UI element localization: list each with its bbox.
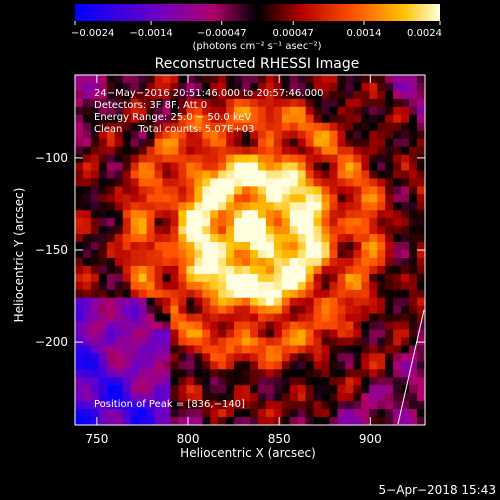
x-tick-label: 800 — [177, 432, 200, 446]
annotation-peak: Position of Peak = [836,−140] — [94, 399, 245, 410]
annotation-block: 24−May−2016 20:51:46.000 to 20:57:46.000… — [94, 88, 324, 410]
annotation-time: 24−May−2016 20:51:46.000 to 20:57:46.000 — [94, 88, 324, 99]
chart-title: Reconstructed RHESSI Image — [155, 56, 360, 72]
colorbar-tick-label: 0.0024 — [407, 28, 442, 39]
footer-date: 5−Apr−2018 15:43 — [379, 483, 496, 497]
colorbar-unit-label: (photons cm⁻² s⁻¹ asec⁻²) — [192, 41, 321, 52]
edge-line — [397, 309, 425, 425]
x-tick-label: 900 — [359, 432, 382, 446]
x-tick-label: 850 — [268, 432, 291, 446]
y-tick-label: −150 — [35, 243, 68, 257]
x-tick-label: 750 — [85, 432, 108, 446]
x-axis-label: Heliocentric X (arcsec) — [180, 446, 316, 460]
y-tick-label: −100 — [35, 151, 68, 165]
colorbar-ticks: −0.0024 −0.0014 −0.00047 0.00047 0.0014 0.002… — [71, 21, 442, 39]
x-axis: 750 800 850 900 — [85, 75, 382, 446]
annotation-energy: Energy Range: 25.0 − 50.0 keV — [94, 112, 251, 123]
colorbar-tick-label: 0.0014 — [346, 28, 381, 39]
y-tick-label: −200 — [35, 335, 68, 349]
colorbar-tick-label: −0.00047 — [197, 28, 247, 39]
annotation-detectors: Detectors: 3F 8F, Att 0 — [94, 100, 207, 111]
colorbar-tick-label: −0.0024 — [71, 28, 114, 39]
colorbar: −0.0024 −0.0014 −0.00047 0.00047 0.0014 0.002… — [71, 4, 442, 52]
y-axis-label: Heliocentric Y (arcsec) — [12, 188, 26, 323]
colorbar-gradient — [75, 4, 440, 21]
y-axis: −100 −150 −200 — [35, 151, 425, 349]
colorbar-tick-label: 0.00047 — [273, 28, 314, 39]
colorbar-tick-label: −0.0014 — [129, 28, 172, 39]
annotation-clean: Clean Total counts: 5.07E+03 — [94, 124, 254, 135]
heatmap-image — [75, 75, 425, 425]
